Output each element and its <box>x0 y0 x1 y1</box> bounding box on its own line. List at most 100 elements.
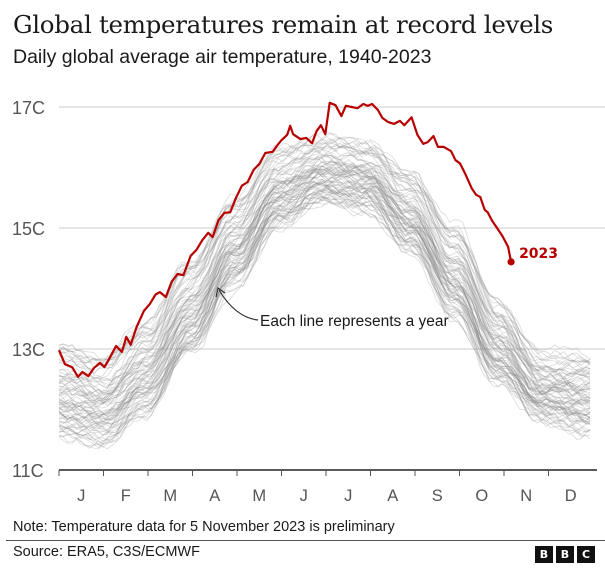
y-tick-label: 11C <box>12 461 44 481</box>
year-line <box>58 195 591 431</box>
year-line <box>58 190 591 441</box>
year-line <box>58 157 591 397</box>
year-line <box>58 173 591 418</box>
year-line <box>58 157 591 395</box>
year-line <box>58 160 591 389</box>
year-line <box>58 143 591 367</box>
year-line <box>58 169 591 397</box>
year-line <box>58 161 591 400</box>
y-axis-ticks: 11C 13C 15C 17C <box>12 98 45 481</box>
year-line <box>58 180 591 416</box>
year-line <box>58 166 591 402</box>
year-line <box>58 183 591 419</box>
x-tick-label: J <box>300 487 308 505</box>
year-line <box>58 178 591 424</box>
year-line <box>58 162 591 401</box>
label-2023: 2023 <box>519 246 558 262</box>
year-line <box>58 183 591 423</box>
year-line <box>58 167 591 421</box>
year-line <box>58 175 591 414</box>
year-line <box>58 198 591 437</box>
annotation-arrow <box>218 289 259 321</box>
year-line <box>58 136 591 369</box>
year-line <box>58 146 591 376</box>
logo-letter: B <box>535 546 553 563</box>
chart-subtitle: Daily global average air temperature, 19… <box>13 46 432 68</box>
historic-lines <box>58 131 591 450</box>
year-line <box>58 158 591 386</box>
x-tick-label: N <box>520 487 532 505</box>
year-line <box>58 132 591 370</box>
year-line <box>58 161 591 402</box>
annotation: Each line represents a year <box>215 286 449 330</box>
x-tick-label: D <box>565 487 577 505</box>
year-line <box>58 142 591 371</box>
year-line <box>58 180 591 432</box>
year-line <box>58 156 591 395</box>
chart-title: Global temperatures remain at record lev… <box>13 10 554 39</box>
year-line <box>58 163 591 414</box>
year-line <box>58 142 591 378</box>
year-line <box>58 180 591 422</box>
x-tick-label: M <box>252 487 266 505</box>
year-line <box>58 193 591 442</box>
year-line <box>58 183 591 426</box>
year-line <box>58 172 591 417</box>
year-line <box>58 173 591 412</box>
y-tick-label: 13C <box>12 340 45 360</box>
year-line <box>58 141 591 379</box>
year-line <box>58 187 591 450</box>
footnote: Note: Temperature data for 5 November 20… <box>13 519 395 535</box>
logo-letter: C <box>577 546 595 563</box>
year-line <box>58 196 591 446</box>
year-line <box>58 163 591 408</box>
annotation-arrowhead <box>215 286 226 298</box>
year-line <box>58 169 591 404</box>
year-line <box>58 168 591 409</box>
year-line <box>58 192 591 434</box>
year-line <box>58 183 591 409</box>
y-tick-label: 17C <box>12 98 45 118</box>
year-line <box>58 197 591 441</box>
x-tick-label: F <box>121 487 131 505</box>
year-line <box>58 191 591 434</box>
y-tick-label: 15C <box>12 219 45 239</box>
highlight-2023: 2023 <box>57 101 558 378</box>
year-line <box>58 154 591 387</box>
year-line <box>58 169 591 394</box>
x-tick-label: O <box>475 487 488 505</box>
year-line <box>58 174 591 428</box>
year-line <box>58 171 591 417</box>
year-line <box>58 136 591 370</box>
footer-divider <box>6 540 605 541</box>
year-line <box>58 183 591 431</box>
x-tick-label: J <box>77 487 85 505</box>
year-line <box>58 184 591 430</box>
year-line <box>58 150 591 402</box>
logo-letter: B <box>556 546 574 563</box>
year-line <box>58 197 591 448</box>
x-tick-label: M <box>163 487 177 505</box>
year-line <box>58 153 591 382</box>
year-line <box>58 168 591 406</box>
gridlines <box>59 106 605 350</box>
year-line <box>58 193 591 434</box>
year-line <box>58 161 591 400</box>
line-2023 <box>57 101 513 378</box>
year-line <box>58 142 591 365</box>
x-tick-label: A <box>387 487 398 505</box>
x-tick-label: J <box>344 487 352 505</box>
year-line <box>58 187 591 444</box>
year-line <box>58 181 591 425</box>
year-line <box>58 201 591 447</box>
year-line <box>58 148 591 386</box>
year-line <box>58 138 591 374</box>
year-line <box>58 160 591 407</box>
year-line <box>58 188 591 433</box>
year-line <box>58 170 591 404</box>
year-line <box>58 176 591 424</box>
year-line <box>58 163 591 396</box>
year-line <box>58 144 591 389</box>
